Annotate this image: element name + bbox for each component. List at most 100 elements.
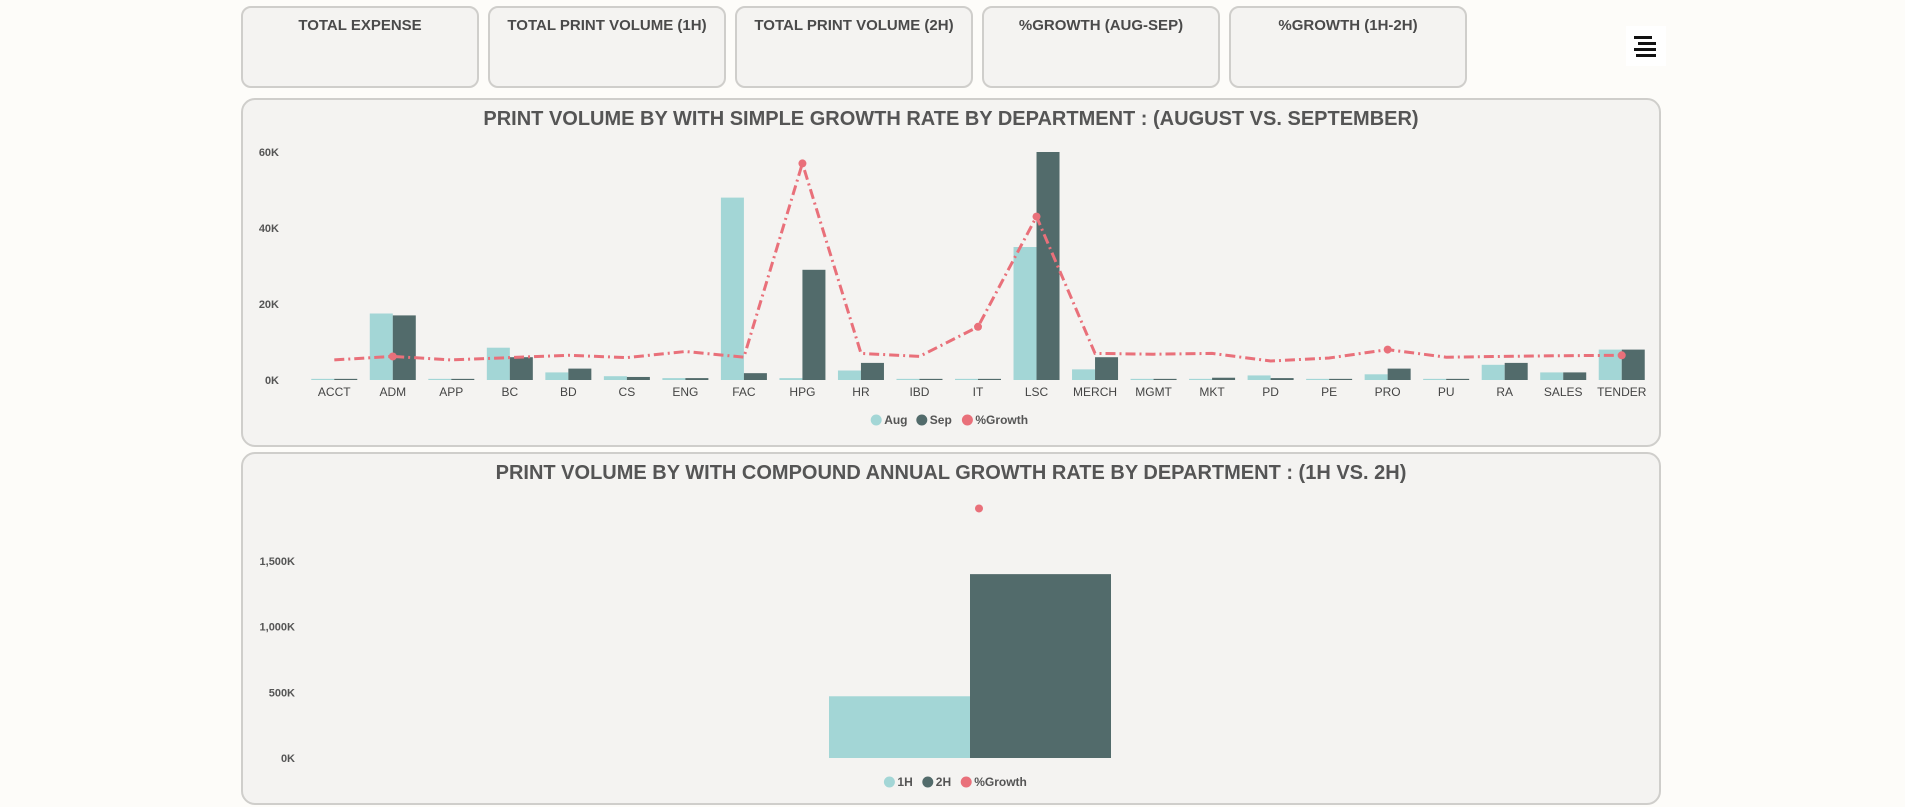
x-tick-label: FAC (732, 385, 756, 399)
x-tick-label: ADM (379, 385, 406, 399)
bar-sep (1387, 368, 1411, 380)
legend-label: 1H (897, 775, 912, 789)
bar-sep (1504, 362, 1528, 380)
kpi-title: TOTAL PRINT VOLUME (1H) (507, 17, 707, 34)
y-tick-label: 1,500K (260, 556, 296, 568)
bar-sep (1329, 378, 1353, 380)
chart-panel-1h-2h: PRINT VOLUME BY WITH COMPOUND ANNUAL GRO… (241, 452, 1661, 805)
bar-sep (860, 362, 884, 380)
bar-aug (779, 378, 803, 380)
bar-sep (1621, 349, 1645, 380)
bar-aug (369, 313, 393, 380)
x-tick-label: IBD (909, 385, 929, 399)
bar-sep (919, 378, 943, 380)
x-tick-label: RA (1496, 385, 1513, 399)
kpi-title: %GROWTH (1H-2H) (1278, 17, 1418, 34)
bar-aug (837, 370, 861, 380)
bar-aug (1364, 374, 1388, 380)
x-tick-label: PRO (1375, 385, 1401, 399)
x-tick-label: HR (852, 385, 870, 399)
bar-aug (1013, 247, 1037, 380)
kpi-card-print-volume-2h[interactable]: TOTAL PRINT VOLUME (2H) (735, 6, 973, 88)
x-tick-label: PE (1321, 385, 1337, 399)
bar-sep (1270, 378, 1294, 380)
chart-1h-2h-svg: 0K 500K 1,000K 1,500K 1H 2H %Growth (260, 504, 1111, 789)
growth-point (798, 159, 807, 168)
y-tick-label: 60K (259, 147, 279, 159)
bar-aug (603, 376, 627, 380)
y-tick-label: 40K (259, 223, 279, 235)
legend-label: %Growth (974, 775, 1027, 789)
x-tick-label: HPG (789, 385, 815, 399)
x-tick-label: MKT (1199, 385, 1225, 399)
bar-sep (1153, 378, 1177, 380)
x-tick-label: BD (560, 385, 577, 399)
bar-aug (545, 372, 569, 380)
bar-aug (1189, 378, 1213, 380)
bar-aug (1130, 378, 1154, 380)
bar-2h (970, 574, 1111, 758)
legend-label: Sep (930, 413, 952, 427)
x-tick-label: PD (1262, 385, 1279, 399)
x-tick-label: LSC (1025, 385, 1049, 399)
y-tick-label: 500K (269, 687, 295, 699)
bar-aug (311, 378, 335, 380)
bar-aug (1598, 349, 1622, 380)
bar-sep (1446, 378, 1470, 380)
legend-marker (870, 414, 882, 426)
bar-aug (1540, 372, 1564, 380)
bar-aug (428, 378, 452, 380)
bar-sep (685, 378, 709, 380)
growth-point (388, 352, 397, 361)
bar-sep (1036, 152, 1060, 380)
bar-aug (662, 378, 686, 380)
bar-aug (896, 378, 920, 380)
x-tick-label: BC (501, 385, 518, 399)
x-tick-label: SALES (1544, 385, 1583, 399)
chart-aug-sep-svg: 0K 20K 40K 60K ACCT ADM APP BC BD CS ENG FAC HPG HR IB… (259, 147, 1647, 427)
bar-sep (626, 376, 650, 380)
kpi-card-total-expense[interactable]: TOTAL EXPENSE (241, 6, 479, 88)
chart-panel-aug-sep: PRINT VOLUME BY WITH SIMPLE GROWTH RATE … (241, 98, 1661, 447)
legend-label: Aug (884, 413, 907, 427)
x-tick-label: MERCH (1073, 385, 1117, 399)
bar-sep (451, 378, 475, 380)
y-tick-label: 20K (259, 299, 279, 311)
bar-sep (1563, 372, 1587, 380)
kpi-title: %GROWTH (AUG-SEP) (1018, 17, 1184, 34)
bar-sep (392, 315, 416, 380)
bar-aug (1481, 364, 1505, 380)
growth-point (1032, 212, 1041, 221)
legend-label: 2H (936, 775, 951, 789)
x-tick-label: MGMT (1135, 385, 1172, 399)
kpi-card-growth-1h-2h[interactable]: %GROWTH (1H-2H) (1229, 6, 1467, 88)
bar-aug (1423, 378, 1447, 380)
kpi-card-growth-aug-sep[interactable]: %GROWTH (AUG-SEP) (982, 6, 1220, 88)
legend-label: %Growth (975, 413, 1028, 427)
bar-aug (1306, 378, 1330, 380)
y-tick-label: 0K (265, 375, 279, 387)
kpi-card-print-volume-1h[interactable]: TOTAL PRINT VOLUME (1H) (488, 6, 726, 88)
x-tick-label: IT (973, 385, 984, 399)
bar-sep (802, 269, 826, 380)
menu-lines-icon (1634, 36, 1656, 57)
bar-sep (1212, 377, 1236, 380)
kpi-title: TOTAL PRINT VOLUME (2H) (754, 17, 954, 34)
kpi-title: TOTAL EXPENSE (298, 17, 422, 34)
menu-button[interactable] (1626, 26, 1666, 66)
legend-marker (883, 776, 895, 788)
bar-aug (1072, 369, 1096, 380)
bar-aug (1247, 375, 1271, 380)
x-tick-label: TENDER (1597, 385, 1647, 399)
growth-point (1383, 345, 1392, 354)
y-tick-label: 0K (281, 753, 295, 765)
legend-marker (922, 776, 934, 788)
growth-line (334, 158, 1622, 363)
bar-aug (486, 347, 510, 380)
y-tick-label: 1,000K (260, 622, 296, 634)
growth-point (975, 504, 983, 513)
x-tick-label: ENG (672, 385, 698, 399)
legend-marker (961, 414, 973, 426)
bar-1h (829, 696, 970, 758)
bar-aug (955, 378, 978, 380)
